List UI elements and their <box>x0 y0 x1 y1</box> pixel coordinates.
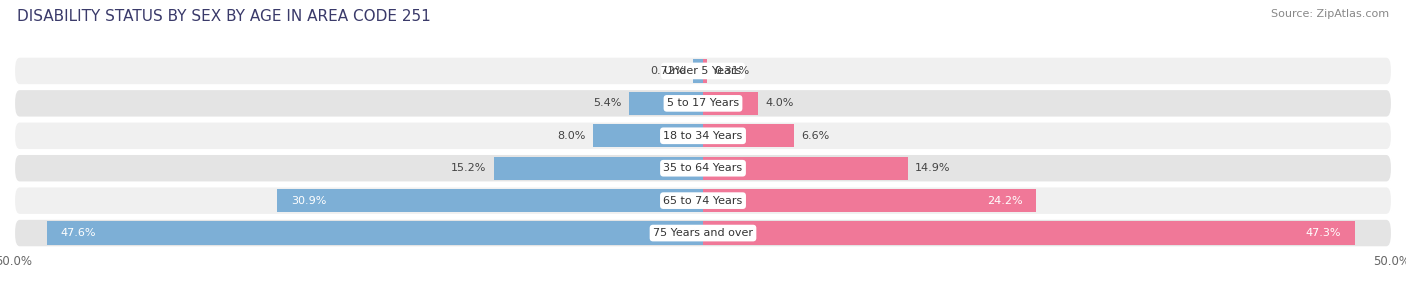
Text: 18 to 34 Years: 18 to 34 Years <box>664 131 742 141</box>
FancyBboxPatch shape <box>14 219 1392 247</box>
Text: 75 Years and over: 75 Years and over <box>652 228 754 238</box>
Text: 0.31%: 0.31% <box>714 66 749 76</box>
FancyBboxPatch shape <box>14 89 1392 118</box>
Text: 15.2%: 15.2% <box>451 163 486 173</box>
Bar <box>703 157 908 180</box>
Text: 4.0%: 4.0% <box>765 98 793 108</box>
FancyBboxPatch shape <box>14 186 1392 215</box>
Text: 6.6%: 6.6% <box>801 131 830 141</box>
Bar <box>703 221 1355 245</box>
Bar <box>703 59 707 83</box>
Bar <box>703 92 758 115</box>
Bar <box>48 221 703 245</box>
Text: 24.2%: 24.2% <box>987 196 1022 206</box>
Text: 65 to 74 Years: 65 to 74 Years <box>664 196 742 206</box>
Text: 35 to 64 Years: 35 to 64 Years <box>664 163 742 173</box>
Text: 0.72%: 0.72% <box>651 66 686 76</box>
Text: 47.6%: 47.6% <box>60 228 97 238</box>
Text: DISABILITY STATUS BY SEX BY AGE IN AREA CODE 251: DISABILITY STATUS BY SEX BY AGE IN AREA … <box>17 9 430 24</box>
FancyBboxPatch shape <box>14 154 1392 182</box>
FancyBboxPatch shape <box>14 57 1392 85</box>
Legend: Male, Female: Male, Female <box>641 303 765 304</box>
Bar <box>703 189 1036 212</box>
FancyBboxPatch shape <box>14 122 1392 150</box>
Bar <box>277 189 703 212</box>
Text: 5 to 17 Years: 5 to 17 Years <box>666 98 740 108</box>
Text: 14.9%: 14.9% <box>915 163 950 173</box>
Text: Under 5 Years: Under 5 Years <box>665 66 741 76</box>
Text: 47.3%: 47.3% <box>1305 228 1341 238</box>
Bar <box>593 124 703 147</box>
Text: 8.0%: 8.0% <box>558 131 586 141</box>
Bar <box>693 59 703 83</box>
Bar <box>703 124 794 147</box>
Bar <box>628 92 703 115</box>
Bar <box>494 157 703 180</box>
Text: 5.4%: 5.4% <box>593 98 621 108</box>
Text: Source: ZipAtlas.com: Source: ZipAtlas.com <box>1271 9 1389 19</box>
Text: 30.9%: 30.9% <box>291 196 326 206</box>
